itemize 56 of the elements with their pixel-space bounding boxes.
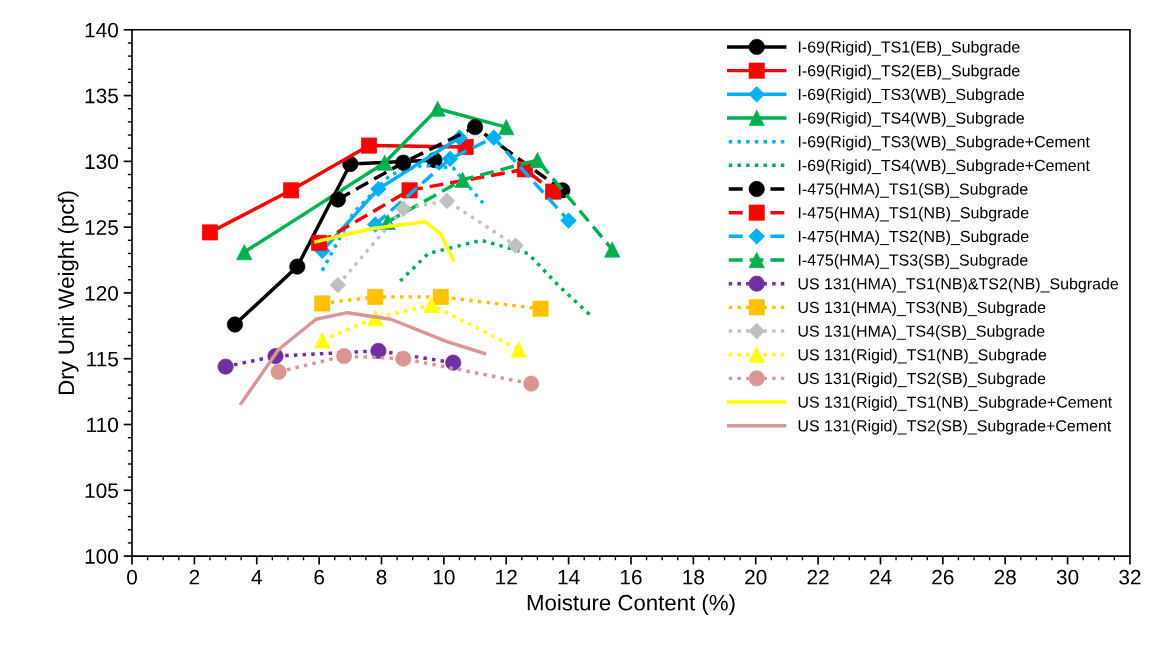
legend-label: I-475(HMA)_TS2(NB)_Subgrade xyxy=(798,230,1029,246)
legend-label: I-69(Rigid)_TS4(WB)_Subgrade+Cement xyxy=(798,159,1090,175)
point xyxy=(510,341,527,358)
x-tick-label: 22 xyxy=(807,569,829,585)
y-tick-label: 130 xyxy=(85,154,119,170)
y-tick-label: 115 xyxy=(87,351,118,367)
x-tick-label: 18 xyxy=(683,569,705,585)
legend-label: US 131(Rigid)_TS2(SB)_Subgrade+Cement xyxy=(798,419,1112,435)
y-tick-label: 140 xyxy=(85,22,119,38)
y-tick-label: 105 xyxy=(85,483,118,499)
x-tick-label: 20 xyxy=(745,569,767,585)
point xyxy=(217,358,234,375)
point xyxy=(432,288,449,305)
point xyxy=(498,119,515,136)
legend-label: I-475(HMA)_TS1(NB)_Subgrade xyxy=(798,206,1029,222)
point xyxy=(529,152,546,169)
x-tick-label: 28 xyxy=(994,569,1016,585)
x-tick-label: 4 xyxy=(251,570,262,585)
y-axis-title: Dry Unit Weight (pcf) xyxy=(57,191,79,395)
x-tick-label: 12 xyxy=(496,569,517,585)
y-tick-label: 120 xyxy=(85,285,119,301)
legend-label: I-69(Rigid)_TS3(WB)_Subgrade xyxy=(798,88,1024,104)
legend-label: I-69(Rigid)_TS3(WB)_Subgrade+Cement xyxy=(798,135,1090,151)
legend-label: US 131(Rigid)_TS1(NB)_Subgrade xyxy=(798,348,1047,364)
legend-label: US 131(Rigid)_TS1(NB)_Subgrade+Cement xyxy=(798,396,1113,411)
legend-label: I-475(HMA)_TS3(SB)_Subgrade xyxy=(798,254,1028,269)
x-tick-label: 10 xyxy=(433,569,455,585)
y-tick-label: 125 xyxy=(85,220,118,235)
x-tick-label: 14 xyxy=(558,570,580,585)
line-series xyxy=(398,238,593,318)
x-tick-label: 30 xyxy=(1056,569,1079,585)
point xyxy=(314,332,331,349)
x-tick-label: 0 xyxy=(127,569,137,585)
legend-label: I-475(HMA)_TS1(SB)_Subgrade xyxy=(798,183,1028,198)
y-tick-label: 110 xyxy=(87,417,119,433)
x-tick-label: 26 xyxy=(932,569,954,585)
point xyxy=(441,150,459,167)
legend-label: US 131(HMA)_TS3(NB)_Subgrade xyxy=(798,301,1046,317)
y-tick-label: 135 xyxy=(85,88,118,104)
x-tick-label: 16 xyxy=(620,569,642,585)
legend-label: I-69(Rigid)_TS2(EB)_Subgrade xyxy=(798,64,1020,80)
x-axis-title: Moisture Content (%) xyxy=(527,594,735,615)
x-tick-label: 32 xyxy=(1119,569,1141,585)
x-tick-label: 6 xyxy=(314,569,325,585)
legend-label: I-69(Rigid)_TS4(WB)_Subgrade xyxy=(798,111,1024,127)
x-tick-label: 8 xyxy=(376,569,387,585)
y-tick-label: 100 xyxy=(85,549,119,564)
line-series xyxy=(239,310,487,406)
legend-label: US 131(Rigid)_TS2(SB)_Subgrade xyxy=(798,372,1046,388)
point xyxy=(283,182,300,199)
legend-label: I-69(Rigid)_TS1(EB)_Subgrade xyxy=(798,40,1020,56)
legend-label: US 131(HMA)_TS1(NB)&TS2(NB)_Subgrade xyxy=(798,277,1119,293)
legend-label: US 131(HMA)_TS4(SB)_Subgrade xyxy=(798,325,1045,340)
point xyxy=(438,192,456,210)
x-tick-label: 2 xyxy=(189,569,200,585)
x-tick-label: 24 xyxy=(869,569,892,585)
